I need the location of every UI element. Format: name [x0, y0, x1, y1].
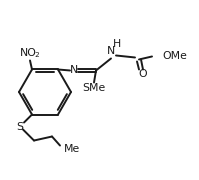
- Text: SMe: SMe: [82, 84, 106, 93]
- Text: OMe: OMe: [162, 51, 187, 62]
- Text: S: S: [17, 122, 23, 132]
- Text: NO: NO: [20, 48, 36, 58]
- Text: N: N: [70, 66, 78, 75]
- Text: Me: Me: [64, 143, 80, 154]
- Text: 2: 2: [35, 53, 39, 58]
- Text: N: N: [107, 46, 115, 57]
- Text: O: O: [139, 69, 147, 80]
- Text: H: H: [113, 39, 121, 50]
